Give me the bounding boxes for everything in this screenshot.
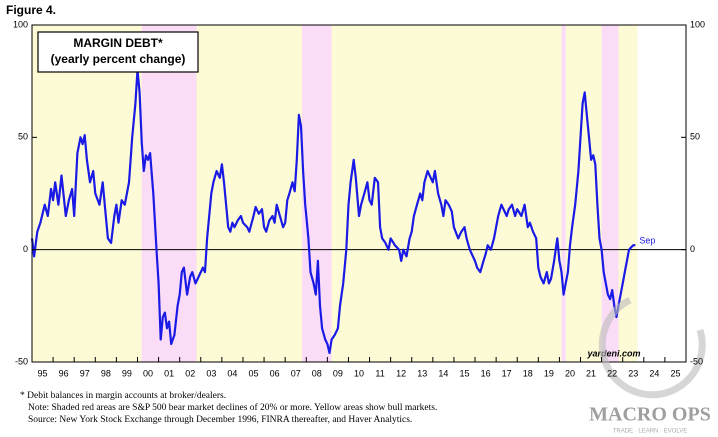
x-tick-label: 96 bbox=[59, 368, 69, 378]
x-tick-label: 23 bbox=[628, 368, 638, 378]
bull-market-area bbox=[331, 25, 562, 362]
y-tick-label: 50 bbox=[18, 132, 28, 142]
y2-tick-label: 50 bbox=[690, 132, 700, 142]
y2-tick-label: 0 bbox=[690, 244, 695, 254]
plot: Sep bbox=[30, 68, 686, 355]
x-tick-label: 04 bbox=[227, 368, 237, 378]
x-tick-label: 21 bbox=[586, 368, 596, 378]
x-tick-label: 17 bbox=[502, 368, 512, 378]
x-tick-label: 20 bbox=[565, 368, 575, 378]
figure-label: Figure 4. bbox=[6, 3, 56, 17]
x-tick-label: 06 bbox=[270, 368, 280, 378]
chart-subtitle: (yearly percent change) bbox=[51, 52, 186, 66]
watermark-logo bbox=[598, 296, 706, 399]
y-tick-label: 100 bbox=[13, 19, 28, 29]
x-tick-label: 03 bbox=[206, 368, 216, 378]
x-tick-label: 97 bbox=[80, 368, 90, 378]
watermark-tagline: TRADE · LEARN · EVOLVE bbox=[613, 429, 688, 435]
x-tick-label: 15 bbox=[459, 368, 469, 378]
background bbox=[32, 25, 638, 362]
x-tick-label: 95 bbox=[38, 368, 48, 378]
x-tick-label: 08 bbox=[312, 368, 322, 378]
plot-frame bbox=[31, 24, 687, 363]
y2-tick-label: -50 bbox=[690, 356, 703, 366]
x-tick-label: 11 bbox=[375, 368, 384, 378]
bear-market-area bbox=[302, 25, 332, 362]
x-tick-label: 12 bbox=[396, 368, 406, 378]
source-tag: yardeni.com bbox=[586, 348, 640, 358]
title-box bbox=[37, 31, 199, 73]
data-line bbox=[30, 68, 636, 355]
x-tick-label: 02 bbox=[185, 368, 195, 378]
end-label: Sep bbox=[639, 236, 655, 246]
x-tick-label: 24 bbox=[649, 368, 659, 378]
watermark: MACRO OPS bbox=[589, 404, 711, 426]
footnote: Note: Shaded red areas are S&P 500 bear … bbox=[28, 402, 437, 413]
x-tick-label: 05 bbox=[249, 368, 259, 378]
footnote: Source: New York Stock Exchange through … bbox=[28, 414, 412, 425]
x-tick-label: 98 bbox=[101, 368, 111, 378]
x-tick-label: 01 bbox=[164, 368, 174, 378]
bear-market-area bbox=[141, 25, 197, 362]
x-tick-label: 10 bbox=[354, 368, 364, 378]
chart-title: MARGIN DEBT* bbox=[73, 36, 163, 50]
bear-market-area bbox=[561, 25, 566, 362]
x-tick-label: 19 bbox=[544, 368, 554, 378]
x-tick-label: 16 bbox=[481, 368, 491, 378]
bull-market-area bbox=[565, 25, 602, 362]
x-tick-label: 99 bbox=[122, 368, 132, 378]
bull-market-area bbox=[196, 25, 303, 362]
bull-market-area bbox=[32, 25, 142, 362]
y-tick-label: 0 bbox=[23, 244, 28, 254]
y2-tick-label: 100 bbox=[690, 19, 705, 29]
x-tick-label: 07 bbox=[291, 368, 301, 378]
x-tick-label: 25 bbox=[670, 368, 680, 378]
x-tick-label: 22 bbox=[607, 368, 617, 378]
x-tick-label: 09 bbox=[333, 368, 343, 378]
y-tick-label: -50 bbox=[15, 356, 28, 366]
x-tick-label: 14 bbox=[438, 368, 448, 378]
footnote: * Debit balances in margin accounts at b… bbox=[20, 391, 226, 401]
bull-market-area bbox=[618, 25, 638, 362]
x-tick-label: 13 bbox=[417, 368, 427, 378]
x-tick-label: 18 bbox=[523, 368, 533, 378]
x-tick-label: 00 bbox=[143, 368, 153, 378]
